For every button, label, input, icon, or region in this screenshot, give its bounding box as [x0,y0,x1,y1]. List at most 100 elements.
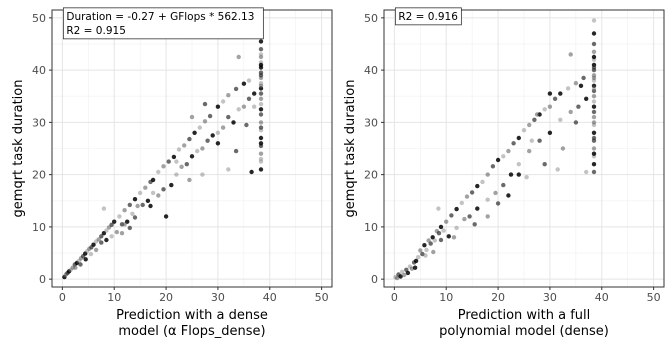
data-point [506,148,511,154]
data-point [140,202,145,208]
data-point [132,215,138,220]
data-point [423,253,428,258]
x-tick-label: 40 [263,291,277,304]
data-point [416,255,421,260]
data-point [516,172,521,177]
x-tick-label: 0 [59,291,66,304]
data-point [402,272,407,278]
data-point [215,141,221,146]
data-point [236,54,241,60]
data-point [148,203,153,209]
data-point [558,91,563,96]
data-point [258,120,264,125]
data-point [495,157,501,163]
data-point [258,112,264,117]
data-point [472,222,477,227]
data-point [258,96,264,102]
data-point [436,206,441,211]
y-tick-label: 0 [39,273,46,286]
data-point [591,146,597,151]
data-point [236,107,241,112]
data-point [104,228,109,233]
y-tick-label: 10 [364,221,378,234]
data-point [565,86,571,91]
annotation-text: R2 = 0.916 [398,11,458,23]
data-point [568,52,573,57]
data-point [475,183,480,189]
data-point [394,275,400,281]
data-point [143,185,148,190]
x-tick-label: 30 [211,291,225,304]
data-point [576,104,581,109]
data-point [215,130,221,135]
y-tick-label: 0 [371,273,378,286]
data-point [258,159,264,164]
data-point [584,169,589,175]
data-point [591,75,597,81]
data-point [480,179,485,185]
data-point [428,241,433,246]
data-point [189,114,195,120]
data-point [258,83,264,89]
data-point [258,151,264,156]
x-axis-title: Prediction with a full [458,308,591,323]
data-point [591,104,597,109]
data-point [104,237,109,243]
data-point [215,104,221,109]
left-scatter-chart: 0 10 20 30 40 50 0 10 20 30 40 50 Duration = -0.27 +… [11,7,333,339]
data-point [485,197,490,202]
data-point [101,206,107,211]
data-point [418,248,423,253]
data-point [591,54,597,60]
data-point [532,117,537,123]
data-point [83,251,88,256]
data-point [485,214,490,219]
data-point [202,119,208,124]
right-scatter-chart: 0 10 20 30 40 50 0 10 20 30 40 50 R2 = 0.916 Predicti… [343,7,665,339]
data-point [508,172,514,177]
data-point [156,193,161,198]
data-point [122,208,127,213]
data-point [591,120,597,125]
data-point [202,101,208,107]
data-point [163,214,169,219]
y-tick-label: 20 [364,169,378,182]
data-point [560,146,566,151]
data-point [475,206,480,211]
data-point [119,231,125,236]
data-point [246,96,252,102]
data-point [156,169,161,175]
data-point [258,73,264,78]
data-point [62,274,67,280]
data-point [220,99,226,104]
data-point [241,104,247,109]
data-point [527,148,532,154]
x-axis-title: polynomial model (dense) [439,324,609,339]
data-point [130,211,135,216]
data-point [521,128,527,133]
data-point [449,213,454,218]
data-point [591,49,597,54]
data-point [493,190,498,196]
data-point [591,83,597,89]
data-point [78,262,83,267]
data-point [258,125,264,130]
data-point [413,258,419,264]
data-point [226,167,231,172]
data-point [161,187,166,192]
data-point [258,101,264,107]
data-point [405,270,411,276]
data-point [210,133,215,138]
data-point [99,240,104,245]
data-point [542,107,547,112]
data-point [591,94,597,99]
x-tick-label: 50 [315,291,329,304]
y-tick-label: 50 [364,12,378,25]
data-point [467,214,472,219]
data-point [252,104,257,109]
data-point [573,81,579,86]
x-tick-label: 30 [543,291,557,304]
data-point [529,138,534,143]
data-point [187,136,192,142]
